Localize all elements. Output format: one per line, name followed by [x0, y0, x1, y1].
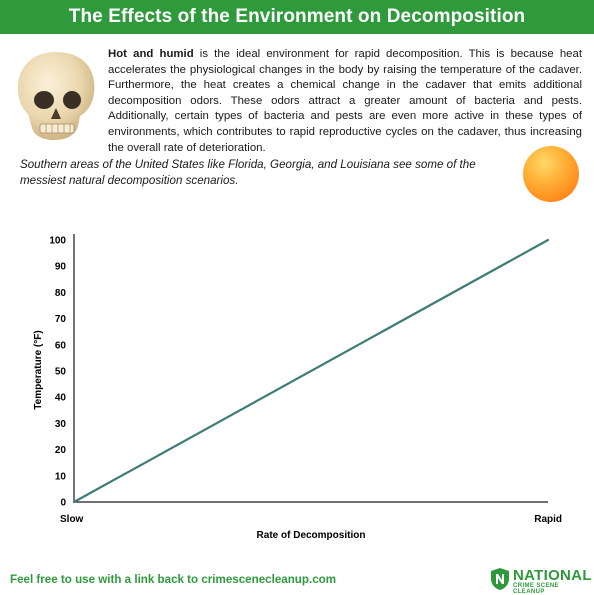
- temperature-decomposition-chart: 0 10 20 30 40 50 60 70 80 90 100 Slow Rapid Rate o…: [33, 234, 562, 541]
- y-tick-label: 50: [55, 367, 67, 378]
- south-note: Southern areas of the United States like…: [20, 158, 476, 187]
- skull-icon: [17, 52, 95, 140]
- footer-link[interactable]: Feel free to use with a link back to cri…: [10, 573, 337, 586]
- y-tick-label: 60: [55, 340, 67, 351]
- series-line: [72, 238, 550, 504]
- x-axis-label: Rate of Decomposition: [257, 530, 366, 541]
- y-tick-label: 10: [55, 471, 67, 482]
- y-tick-label: 40: [55, 393, 67, 404]
- shield-n-icon: [491, 568, 509, 590]
- y-tick-label: 70: [55, 314, 67, 325]
- intro-text: is the ideal environment for rapid decom…: [108, 48, 582, 154]
- y-tick-labels: 0 10 20 30 40 50 60 70 80 90 100: [49, 236, 66, 509]
- x-tick-label-rapid: Rapid: [534, 514, 562, 525]
- y-tick-label: 20: [55, 445, 67, 456]
- y-axis-label: Temperature (°F): [33, 330, 44, 409]
- brand-name: NATIONAL: [513, 567, 592, 584]
- x-tick-label-slow: Slow: [60, 514, 84, 525]
- sun-icon: [523, 146, 579, 202]
- brand-logo[interactable]: NATIONAL CRIME SCENE CLEANUP: [490, 566, 592, 595]
- y-tick-label: 0: [60, 498, 66, 509]
- y-tick-label: 80: [55, 288, 67, 299]
- y-tick-label: 100: [49, 236, 66, 247]
- brand-subtitle: CRIME SCENE CLEANUP: [513, 583, 560, 595]
- title-banner: The Effects of the Environment on Decomp…: [0, 0, 594, 34]
- y-tick-label: 90: [55, 262, 67, 273]
- y-tick-label: 30: [55, 419, 67, 430]
- intro-paragraph: Hot and humid is the ideal environment f…: [108, 47, 582, 156]
- page-title: The Effects of the Environment on Decomp…: [68, 6, 526, 27]
- intro-lead: Hot and humid: [108, 48, 194, 60]
